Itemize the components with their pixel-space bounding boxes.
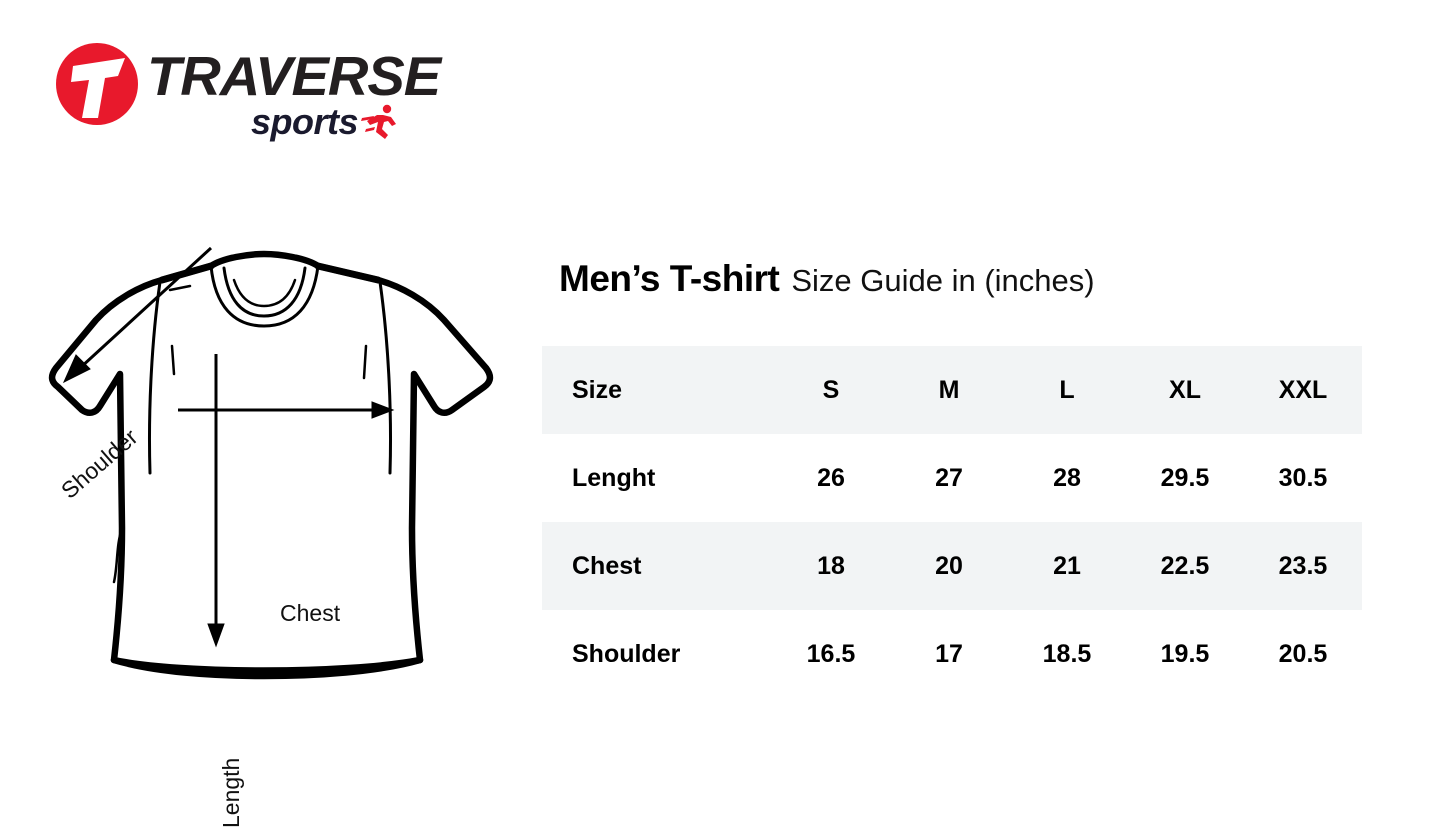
cell-lenght-s: 26 <box>817 463 845 492</box>
chest-measurement-label: Chest <box>280 600 341 626</box>
table-row: Chest 18 20 21 22.5 23.5 <box>542 522 1362 610</box>
column-header-xl: XL <box>1169 375 1201 404</box>
row-label-shoulder: Shoulder <box>572 639 681 668</box>
chest-arrow-icon <box>178 401 395 419</box>
traverse-t-mark-icon <box>56 43 138 125</box>
column-header-m: M <box>938 375 960 404</box>
cell-chest-m: 20 <box>935 551 963 580</box>
cell-lenght-l: 28 <box>1053 463 1081 492</box>
tshirt-outline-icon <box>48 246 494 680</box>
brand-logo: TRAVERSE sports <box>55 38 455 143</box>
brand-name-text: TRAVERSE <box>147 45 441 107</box>
length-arrow-icon <box>207 354 225 648</box>
brand-tagline-text: sports <box>251 101 359 142</box>
cell-shoulder-xl: 19.5 <box>1160 639 1210 668</box>
row-label-lenght: Lenght <box>572 463 656 492</box>
tshirt-measurement-diagram: Shoulder Chest Length <box>48 228 518 828</box>
cell-shoulder-l: 18.5 <box>1042 639 1092 668</box>
size-guide-panel: Men’s T-shirt Size Guide in (inches) Siz… <box>542 258 1372 698</box>
cell-chest-xxl: 23.5 <box>1278 551 1328 580</box>
column-header-l: L <box>1059 375 1075 404</box>
table-row: Lenght 26 27 28 29.5 30.5 <box>542 434 1362 522</box>
length-measurement-label: Length <box>218 757 244 828</box>
running-person-icon <box>361 104 397 139</box>
cell-chest-s: 18 <box>817 551 845 580</box>
cell-shoulder-xxl: 20.5 <box>1278 639 1328 668</box>
cell-lenght-xxl: 30.5 <box>1278 463 1328 492</box>
row-label-chest: Chest <box>572 551 642 580</box>
brand-tagline-group: sports <box>251 100 400 144</box>
cell-chest-xl: 22.5 <box>1160 551 1210 580</box>
cell-chest-l: 21 <box>1053 551 1081 580</box>
column-header-xxl: XXL <box>1278 375 1328 404</box>
cell-shoulder-s: 16.5 <box>806 639 856 668</box>
column-header-s: S <box>822 375 840 404</box>
column-header-size: Size <box>572 375 623 404</box>
page-subtitle: Size Guide in (inches) <box>791 263 1095 298</box>
shoulder-arrow-icon <box>62 246 213 384</box>
page-title: Men’s T-shirt <box>559 258 780 299</box>
cell-lenght-xl: 29.5 <box>1160 463 1210 492</box>
size-chart-table: Size S M L XL XXL Lenght 26 27 28 29.5 3… <box>542 346 1362 698</box>
table-row: Shoulder 16.5 17 18.5 19.5 20.5 <box>542 610 1362 698</box>
cell-lenght-m: 27 <box>935 463 963 492</box>
size-guide-heading: Men’s T-shirt Size Guide in (inches) <box>559 258 1372 320</box>
cell-shoulder-m: 17 <box>935 639 963 668</box>
brand-wordmark: TRAVERSE <box>147 49 457 104</box>
table-header-row: Size S M L XL XXL <box>542 346 1362 434</box>
